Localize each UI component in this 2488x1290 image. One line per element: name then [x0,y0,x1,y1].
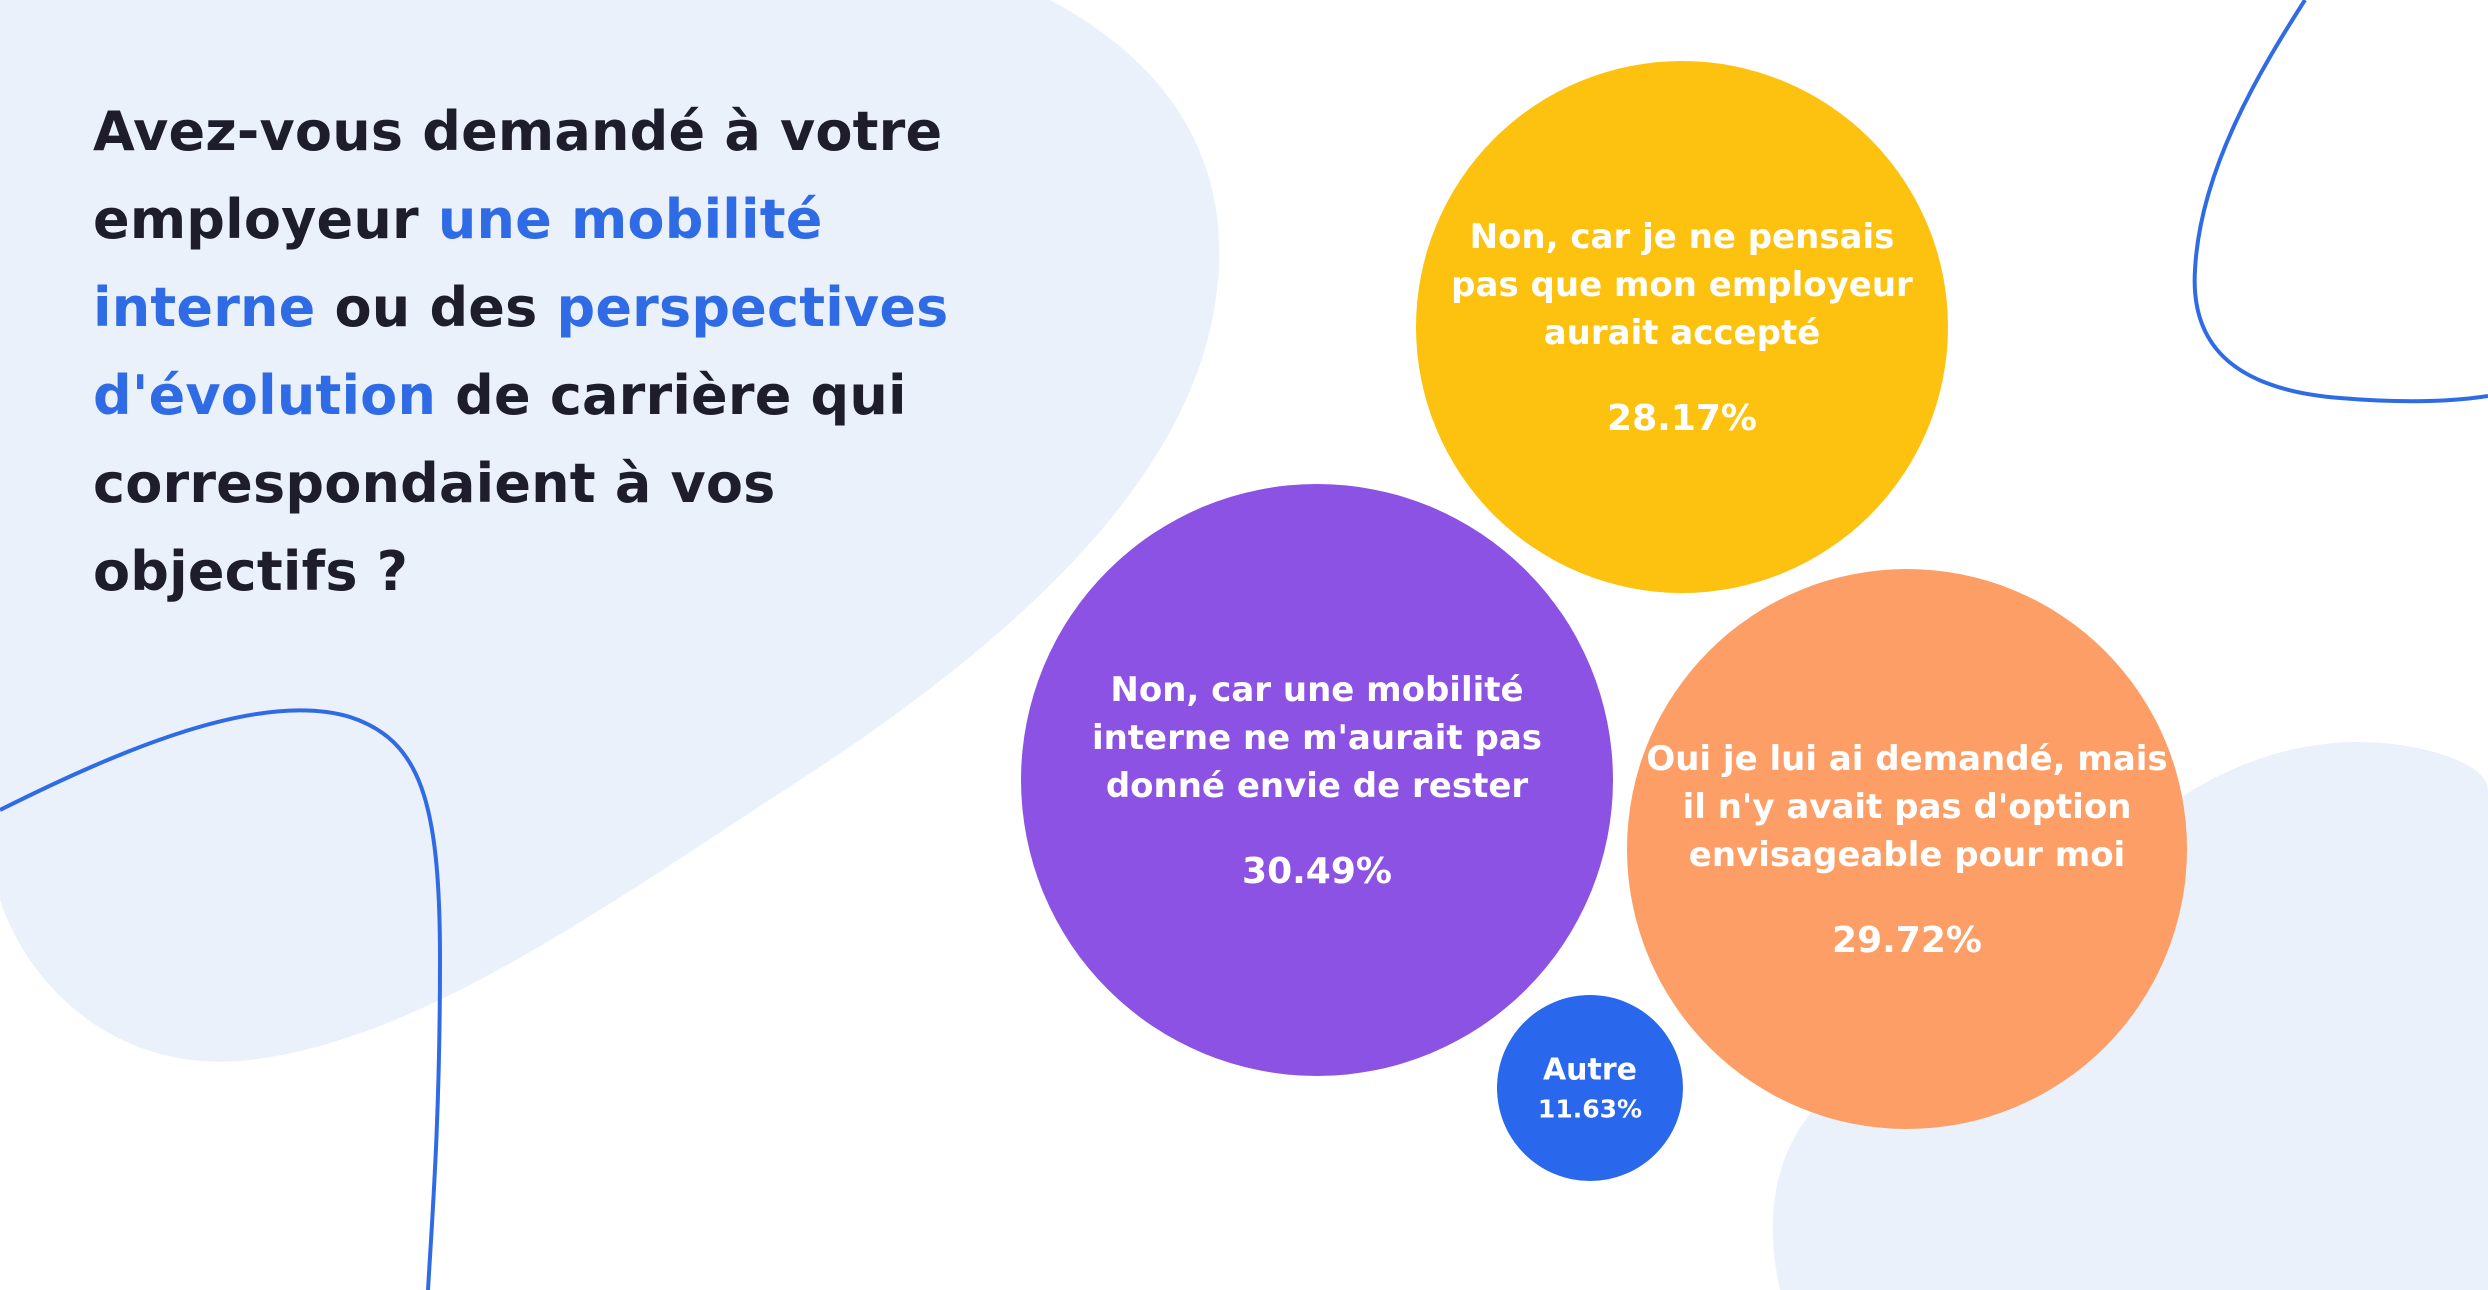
bubble-label-line: donné envie de rester [1106,766,1529,806]
bubble-circle [1416,61,1948,593]
bubble-label-line: Oui je lui ai demandé, mais [1646,739,2167,779]
bubble-other: Autre 11.63% [1497,995,1683,1181]
bubble-employer-refusal: Non, car je ne pensais pas que mon employ… [1416,61,1948,593]
decorative-curve-right [2192,0,2488,404]
bubble-label-line: il n'y avait pas d'option [1683,787,2132,827]
bubble-value: 30.49% [1242,851,1392,892]
question-highlight-career-prospects: perspectives d'évolution [93,276,949,427]
bubble-label-line: Non, car je ne pensais [1470,217,1895,257]
bubble-label-line: pas que mon employeur [1451,265,1913,305]
question-text-part-2: ou des [315,276,557,339]
bubble-circle [1497,995,1683,1181]
bubble-label-line: envisageable pour moi [1689,835,2125,875]
question-highlight-internal-mobility: une mobilité interne [93,188,823,339]
bubble-label-line: aurait accepté [1544,313,1821,353]
bubble-value: 11.63% [1538,1095,1642,1124]
bubble-circle [1021,484,1613,1076]
bubble-no-option-available: Oui je lui ai demandé, mais il n'y avait … [1627,569,2187,1129]
bubble-label-line: interne ne m'aurait pas [1092,718,1542,758]
question-text-part-3: de carrière qui correspondaient à vos ob… [93,364,907,603]
bubble-value: 29.72% [1832,920,1982,961]
question-text-part-1: Avez-vous demandé à votre employeur [93,100,943,251]
bubble-value: 28.17% [1607,398,1757,439]
background-blob-left [0,0,1220,1062]
decorative-curve-left [0,708,443,1290]
bubble-label-line: Non, car une mobilité [1110,670,1523,710]
bubble-label-line: Autre [1543,1053,1637,1088]
bubble-no-desire-to-stay: Non, car une mobilité interne ne m'aurait… [1021,484,1613,1076]
question-title: Avez-vous demandé à votre employeur une … [93,88,1053,616]
bubble-circle [1627,569,2187,1129]
